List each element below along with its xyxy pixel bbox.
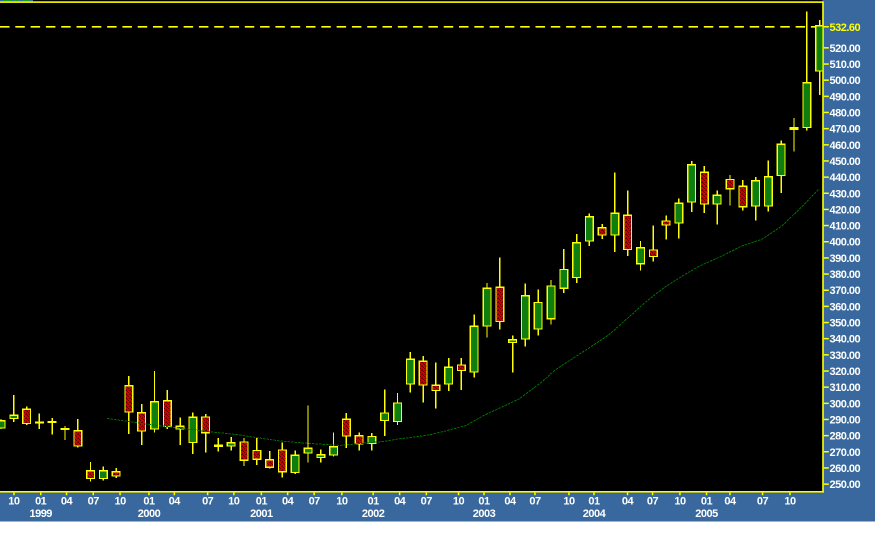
svg-text:07: 07 (309, 496, 321, 508)
svg-text:2003: 2003 (473, 508, 496, 520)
svg-text:390.00: 390.00 (830, 253, 861, 265)
svg-text:10: 10 (228, 496, 240, 508)
svg-text:500.00: 500.00 (830, 75, 861, 87)
svg-text:04: 04 (282, 496, 295, 508)
svg-text:490.00: 490.00 (830, 91, 861, 103)
svg-text:532.60: 532.60 (830, 22, 861, 34)
svg-text:2000: 2000 (138, 508, 161, 520)
svg-text:450.00: 450.00 (830, 156, 861, 168)
svg-text:440.00: 440.00 (830, 172, 861, 184)
svg-text:510.00: 510.00 (830, 59, 861, 71)
svg-text:10: 10 (453, 496, 465, 508)
svg-text:380.00: 380.00 (830, 269, 861, 281)
svg-text:10: 10 (674, 496, 686, 508)
svg-text:10: 10 (336, 496, 348, 508)
svg-text:10: 10 (784, 496, 796, 508)
svg-text:260.00: 260.00 (830, 463, 861, 475)
svg-text:10: 10 (114, 496, 126, 508)
svg-text:01: 01 (256, 496, 268, 508)
svg-text:310.00: 310.00 (830, 382, 861, 394)
svg-text:07: 07 (202, 496, 214, 508)
svg-text:2002: 2002 (362, 508, 385, 520)
svg-text:270.00: 270.00 (830, 447, 861, 459)
svg-text:10: 10 (563, 496, 575, 508)
svg-text:01: 01 (143, 496, 155, 508)
svg-text:04: 04 (394, 496, 407, 508)
svg-text:1999: 1999 (29, 508, 52, 520)
svg-text:320.00: 320.00 (830, 366, 861, 378)
svg-text:2005: 2005 (695, 508, 718, 520)
svg-text:370.00: 370.00 (830, 285, 861, 297)
svg-text:2004: 2004 (583, 508, 607, 520)
svg-text:04: 04 (504, 496, 517, 508)
svg-text:250.00: 250.00 (830, 479, 861, 491)
svg-text:520.00: 520.00 (830, 43, 861, 55)
svg-text:280.00: 280.00 (830, 431, 861, 443)
svg-text:2001: 2001 (250, 508, 273, 520)
svg-text:350.00: 350.00 (830, 318, 861, 330)
svg-text:07: 07 (757, 496, 769, 508)
svg-text:360.00: 360.00 (830, 301, 861, 313)
svg-text:04: 04 (169, 496, 182, 508)
svg-text:290.00: 290.00 (830, 415, 861, 427)
svg-text:410.00: 410.00 (830, 221, 861, 233)
svg-text:04: 04 (724, 496, 737, 508)
svg-text:420.00: 420.00 (830, 204, 861, 216)
svg-text:07: 07 (421, 496, 433, 508)
svg-text:04: 04 (622, 496, 635, 508)
svg-text:01: 01 (701, 496, 713, 508)
svg-text:07: 07 (647, 496, 659, 508)
svg-text:400.00: 400.00 (830, 237, 861, 249)
svg-text:01: 01 (35, 496, 47, 508)
svg-text:300.00: 300.00 (830, 398, 861, 410)
svg-text:01: 01 (367, 496, 379, 508)
svg-text:01: 01 (478, 496, 490, 508)
svg-text:470.00: 470.00 (830, 124, 861, 136)
svg-text:04: 04 (61, 496, 74, 508)
svg-text:07: 07 (88, 496, 100, 508)
svg-text:460.00: 460.00 (830, 140, 861, 152)
svg-text:480.00: 480.00 (830, 108, 861, 120)
svg-text:10: 10 (8, 496, 20, 508)
svg-text:430.00: 430.00 (830, 188, 861, 200)
svg-text:340.00: 340.00 (830, 334, 861, 346)
svg-text:01: 01 (588, 496, 600, 508)
svg-text:330.00: 330.00 (830, 350, 861, 362)
svg-text:07: 07 (529, 496, 541, 508)
